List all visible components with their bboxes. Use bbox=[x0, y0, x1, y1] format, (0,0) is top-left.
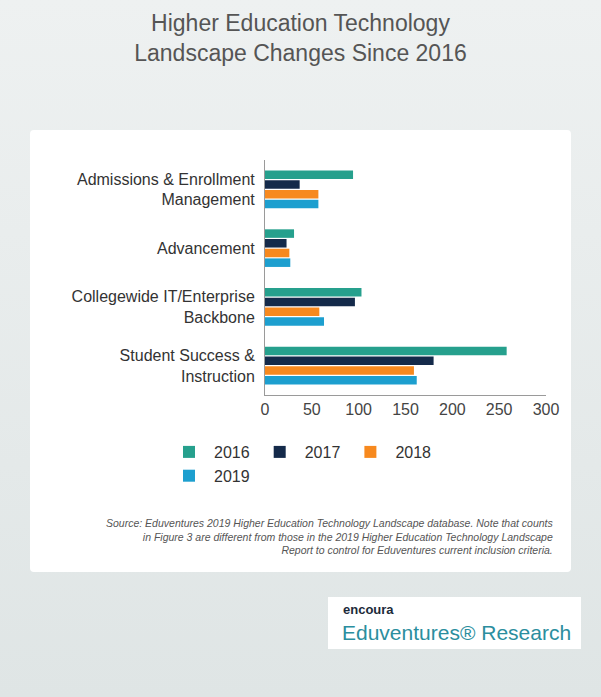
svg-text:Higher Education TechnologyLan: Higher Education TechnologyLandscape Cha… bbox=[134, 10, 466, 66]
svg-text:150: 150 bbox=[392, 401, 419, 418]
svg-text:200: 200 bbox=[439, 401, 466, 418]
svg-text:Student Success &Instruction: Student Success &Instruction bbox=[120, 347, 256, 385]
svg-text:300: 300 bbox=[533, 401, 560, 418]
svg-text:Admissions & EnrollmentManagem: Admissions & EnrollmentManagement bbox=[77, 171, 255, 209]
svg-text:encoura: encoura bbox=[343, 602, 394, 617]
svg-text:100: 100 bbox=[345, 401, 372, 418]
svg-text:2018: 2018 bbox=[395, 444, 431, 461]
svg-text:Advancement: Advancement bbox=[157, 240, 255, 257]
svg-text:Eduventures® Research: Eduventures® Research bbox=[342, 621, 571, 644]
svg-text:2019: 2019 bbox=[214, 468, 250, 485]
svg-text:Collegewide IT/EnterpriseBackb: Collegewide IT/EnterpriseBackbone bbox=[72, 288, 255, 326]
svg-text:0: 0 bbox=[261, 401, 270, 418]
svg-text:250: 250 bbox=[486, 401, 513, 418]
svg-text:2016: 2016 bbox=[214, 444, 250, 461]
svg-text:2017: 2017 bbox=[305, 444, 341, 461]
svg-text:Source: Eduventures 2019 Highe: Source: Eduventures 2019 Higher Educatio… bbox=[106, 517, 554, 556]
svg-text:50: 50 bbox=[303, 401, 321, 418]
